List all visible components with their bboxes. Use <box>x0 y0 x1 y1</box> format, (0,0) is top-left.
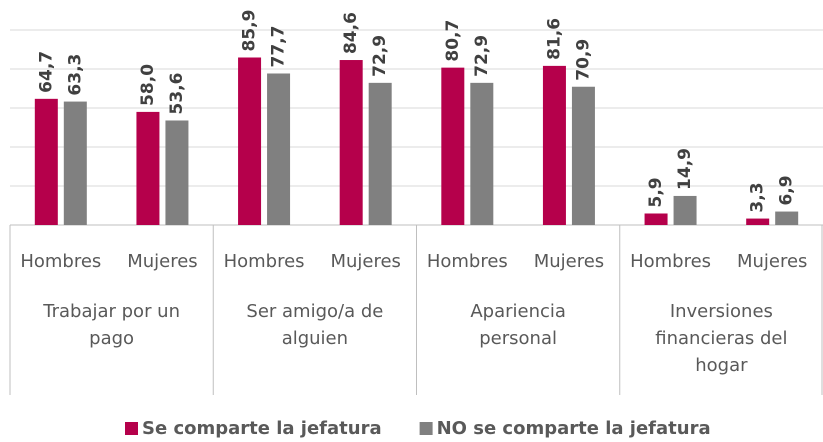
value-label: 80,7 <box>443 20 463 62</box>
bar <box>339 60 363 225</box>
x-tick-label: Hombres <box>630 251 711 272</box>
bar <box>136 111 160 225</box>
value-label: 64,7 <box>36 51 56 93</box>
bar <box>238 57 262 226</box>
group-label: Ser amigo/a de alguien <box>246 301 384 349</box>
bar <box>34 98 58 225</box>
legend-swatch <box>125 422 138 435</box>
bar <box>644 213 668 225</box>
value-label: 77,7 <box>269 26 289 68</box>
legend-label: Se comparte la jefatura <box>142 418 382 439</box>
bar <box>470 82 494 225</box>
value-label: 6,9 <box>777 175 797 205</box>
bar <box>441 67 465 225</box>
bar <box>775 211 799 225</box>
bar <box>267 73 291 225</box>
bar <box>673 195 697 225</box>
x-tick-label: Mujeres <box>737 251 807 272</box>
x-tick-label: Mujeres <box>534 251 604 272</box>
x-tick-label: Hombres <box>224 251 305 272</box>
legend-swatch <box>419 422 433 435</box>
value-label: 85,9 <box>240 10 260 52</box>
value-label: 3,3 <box>748 182 768 212</box>
x-tick-label: Hombres <box>427 251 508 272</box>
group-label: Inversiones financieras del hogar <box>655 301 788 376</box>
bar <box>542 65 566 225</box>
x-tick-label: Mujeres <box>127 251 197 272</box>
value-label: 72,9 <box>472 35 492 77</box>
value-label: 14,9 <box>675 148 695 190</box>
value-label: 5,9 <box>646 177 666 207</box>
bar <box>571 86 595 226</box>
x-tick-label: Mujeres <box>330 251 400 272</box>
value-label: 81,6 <box>544 18 564 60</box>
value-label: 58,0 <box>138 64 158 106</box>
bar <box>368 82 392 225</box>
group-label: Trabajar por un pago <box>43 301 181 349</box>
group-label: Apariencia personal <box>470 301 566 349</box>
value-label: 53,6 <box>167 73 187 115</box>
x-tick-label: Hombres <box>20 251 101 272</box>
value-label: 72,9 <box>370 35 390 77</box>
bar <box>165 120 189 225</box>
bar <box>63 101 87 225</box>
value-label: 63,3 <box>65 54 85 96</box>
bar <box>746 218 770 225</box>
value-label: 70,9 <box>573 39 593 81</box>
legend-label: NO se comparte la jefatura <box>437 418 711 439</box>
value-label: 84,6 <box>341 12 361 54</box>
